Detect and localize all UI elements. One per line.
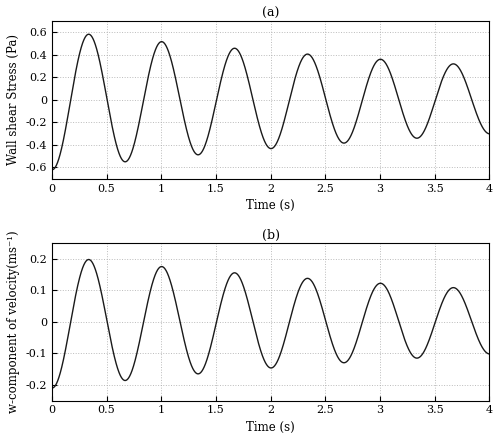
Title: (a): (a) — [262, 7, 280, 20]
X-axis label: Time (s): Time (s) — [246, 421, 295, 434]
Y-axis label: Wall shear Stress (Pa): Wall shear Stress (Pa) — [7, 34, 20, 165]
Y-axis label: w-component of velocity(ms⁻¹): w-component of velocity(ms⁻¹) — [7, 231, 20, 413]
X-axis label: Time (s): Time (s) — [246, 199, 295, 212]
Title: (b): (b) — [262, 229, 280, 242]
